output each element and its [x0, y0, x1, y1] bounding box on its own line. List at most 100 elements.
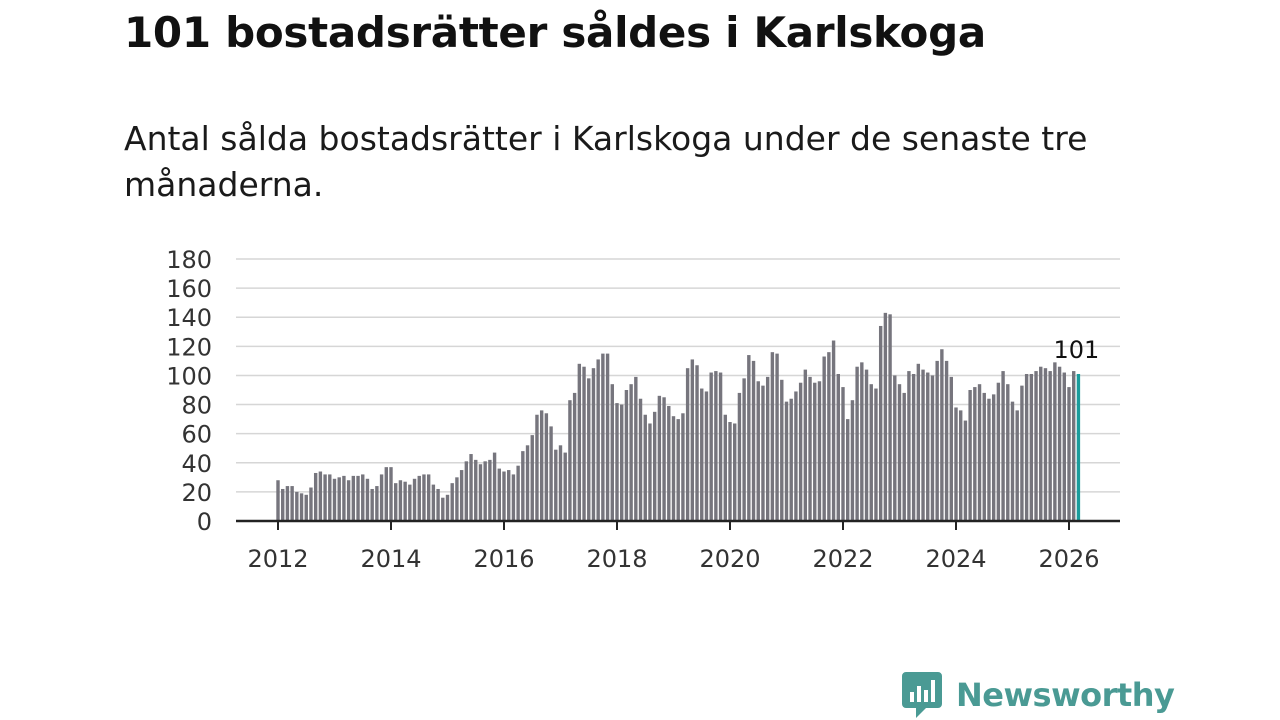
- bar: [332, 478, 337, 521]
- bar: [295, 491, 299, 521]
- bar: [860, 362, 864, 521]
- bar: [558, 445, 563, 521]
- bar: [1072, 371, 1076, 521]
- bar: [398, 480, 403, 521]
- x-tick-label: 2018: [586, 545, 647, 573]
- bar: [544, 413, 549, 521]
- bar: [1024, 373, 1029, 521]
- bar: [695, 365, 699, 521]
- bar: [469, 454, 473, 521]
- bar: [836, 373, 840, 521]
- bar: [1053, 362, 1057, 521]
- bar: [728, 422, 732, 521]
- bar: [864, 369, 869, 521]
- bar: [620, 404, 624, 521]
- bar: [982, 392, 986, 521]
- annotations: 101: [1054, 336, 1100, 364]
- bar: [507, 470, 511, 521]
- bar: [780, 379, 784, 521]
- bar: [483, 461, 487, 521]
- bar: [596, 359, 600, 521]
- bar: [1062, 372, 1066, 521]
- bar: [944, 360, 949, 521]
- bar: [535, 414, 539, 521]
- bar: [855, 366, 859, 521]
- bar: [822, 356, 826, 521]
- bar: [276, 480, 280, 521]
- bar: [441, 497, 445, 521]
- bar: [723, 414, 727, 521]
- y-tick-label: 160: [166, 275, 212, 303]
- bar: [1034, 371, 1038, 521]
- bar: [577, 363, 582, 521]
- bar: [417, 475, 421, 521]
- bar: [930, 375, 935, 521]
- bar: [681, 413, 685, 521]
- bar: [850, 400, 855, 521]
- bar: [304, 494, 308, 521]
- y-tick-label: 140: [166, 304, 212, 332]
- y-tick-label: 80: [181, 392, 212, 420]
- bar: [1015, 410, 1019, 521]
- bar: [775, 353, 779, 521]
- bar: [959, 410, 963, 521]
- bar: [361, 474, 365, 521]
- bar: [817, 381, 822, 521]
- bar: [869, 384, 873, 521]
- bar: [342, 475, 346, 521]
- bar: [718, 372, 723, 521]
- bar: [346, 480, 351, 521]
- bar: [394, 483, 398, 521]
- bar: [751, 360, 756, 521]
- bar: [422, 474, 426, 521]
- bar: [530, 435, 534, 521]
- bar: [375, 486, 379, 521]
- bar: [704, 391, 709, 521]
- bar: [921, 369, 925, 521]
- bar: [521, 451, 525, 521]
- brand-name: Newsworthy: [956, 676, 1175, 714]
- bar: [987, 398, 991, 521]
- latest-value-label: 101: [1054, 336, 1100, 364]
- bar: [808, 376, 812, 521]
- y-tick-label: 120: [166, 333, 212, 361]
- bar: [794, 391, 798, 521]
- bar: [1057, 366, 1062, 521]
- bar: [605, 353, 610, 521]
- bar: [991, 394, 996, 521]
- bar: [488, 459, 492, 521]
- x-tick-label: 2012: [247, 545, 308, 573]
- bar: [389, 467, 393, 521]
- bar: [568, 400, 572, 521]
- x-axis: 2012 2014 2016 2018 2020 2022 2024 2026: [236, 519, 1120, 573]
- bar: [525, 445, 530, 521]
- bar: [549, 426, 553, 521]
- bar: [846, 419, 850, 521]
- bar: [700, 388, 704, 521]
- bar: [1006, 384, 1010, 521]
- bar: [685, 368, 690, 521]
- y-tick-label: 40: [181, 450, 212, 478]
- bar: [954, 407, 958, 521]
- bar-latest: [1076, 373, 1081, 521]
- bar: [624, 390, 629, 521]
- bar: [1067, 387, 1071, 521]
- bar: [384, 467, 388, 521]
- bar: [474, 459, 478, 521]
- bar: [587, 378, 591, 521]
- y-tick-label: 0: [197, 508, 212, 536]
- bar: [977, 384, 982, 521]
- bar: [412, 478, 417, 521]
- bar: [563, 452, 567, 521]
- bar: [643, 414, 647, 521]
- chart-title: 101 bostadsrätter såldes i Karlskoga: [124, 8, 986, 57]
- newsworthy-logo: Newsworthy: [902, 672, 1175, 718]
- bar: [365, 478, 370, 521]
- grid-lines: [236, 258, 1120, 493]
- bar: [511, 474, 516, 521]
- bar: [502, 471, 506, 521]
- bar: [379, 474, 384, 521]
- bar: [714, 371, 718, 521]
- bar: [652, 411, 657, 521]
